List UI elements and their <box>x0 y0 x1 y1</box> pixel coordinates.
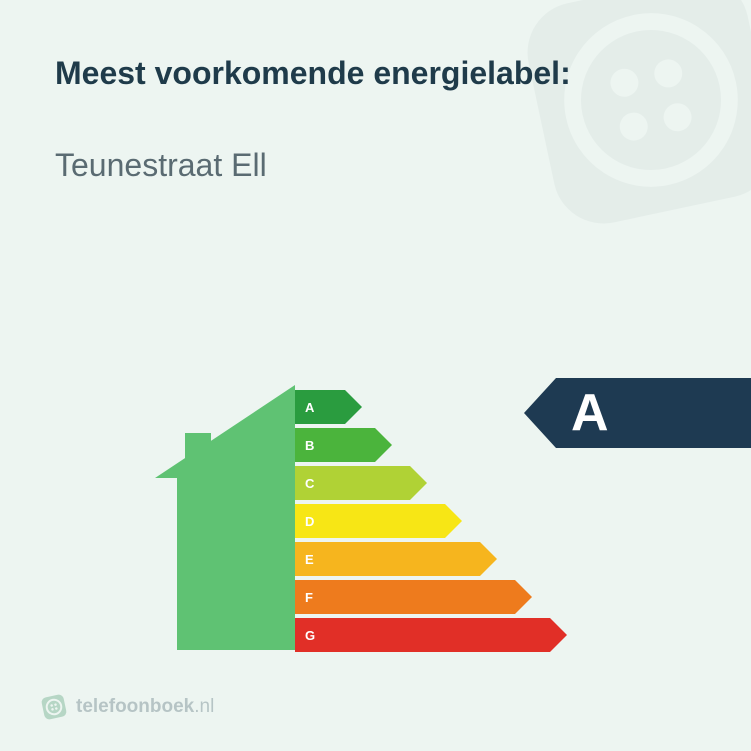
bar-letter: F <box>305 590 313 605</box>
bar-letter: C <box>305 476 314 491</box>
bar-letter: E <box>305 552 314 567</box>
badge-letter: A <box>571 383 609 443</box>
energy-bars: A B C D E F G <box>295 390 550 656</box>
page-title: Meest voorkomende energielabel: <box>55 55 696 92</box>
bar-letter: D <box>305 514 314 529</box>
energy-bar-a: A <box>295 390 550 424</box>
bar-shape <box>295 580 515 614</box>
bar-shape <box>295 390 345 424</box>
energy-bar-f: F <box>295 580 550 614</box>
bar-letter: B <box>305 438 314 453</box>
energy-label-chart: A B C D E F G A <box>0 335 751 675</box>
footer-brand: telefoonboek <box>76 696 194 717</box>
house-icon <box>155 385 295 650</box>
badge-body: A <box>556 378 751 448</box>
page-subtitle: Teunestraat Ell <box>55 147 696 184</box>
footer-text: telefoonboek.nl <box>76 696 214 718</box>
energy-bar-g: G <box>295 618 550 652</box>
rating-badge: A <box>524 378 751 448</box>
energy-bar-e: E <box>295 542 550 576</box>
energy-bar-c: C <box>295 466 550 500</box>
energy-bar-d: D <box>295 504 550 538</box>
energy-bar-b: B <box>295 428 550 462</box>
footer-icon <box>40 693 68 721</box>
badge-arrow <box>524 378 556 448</box>
bar-shape <box>295 504 445 538</box>
bar-shape <box>295 618 550 652</box>
footer-tld: .nl <box>194 696 214 717</box>
bar-letter: G <box>305 628 315 643</box>
bar-letter: A <box>305 400 314 415</box>
bar-shape <box>295 542 480 576</box>
footer-logo: telefoonboek.nl <box>40 693 214 721</box>
